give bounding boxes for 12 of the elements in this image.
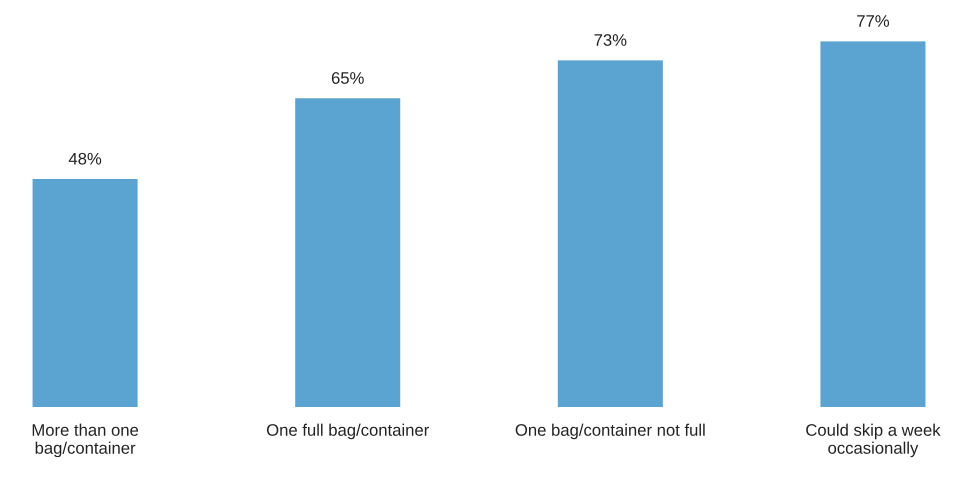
x-tick-label: One bag/container not full: [516, 424, 705, 440]
data-label: 73%: [594, 34, 626, 46]
x-tick-label: Could skip a week occasionally: [806, 424, 941, 458]
x-tick-label: More than one bag/container: [32, 424, 138, 458]
bar: [820, 41, 926, 407]
bar: [32, 179, 138, 407]
data-label: 77%: [857, 15, 890, 27]
x-tick-label: One full bag/container: [266, 424, 429, 440]
bar: [295, 98, 400, 407]
data-label: 65%: [332, 72, 364, 84]
data-label: 48%: [68, 152, 102, 165]
bar: [558, 60, 663, 407]
